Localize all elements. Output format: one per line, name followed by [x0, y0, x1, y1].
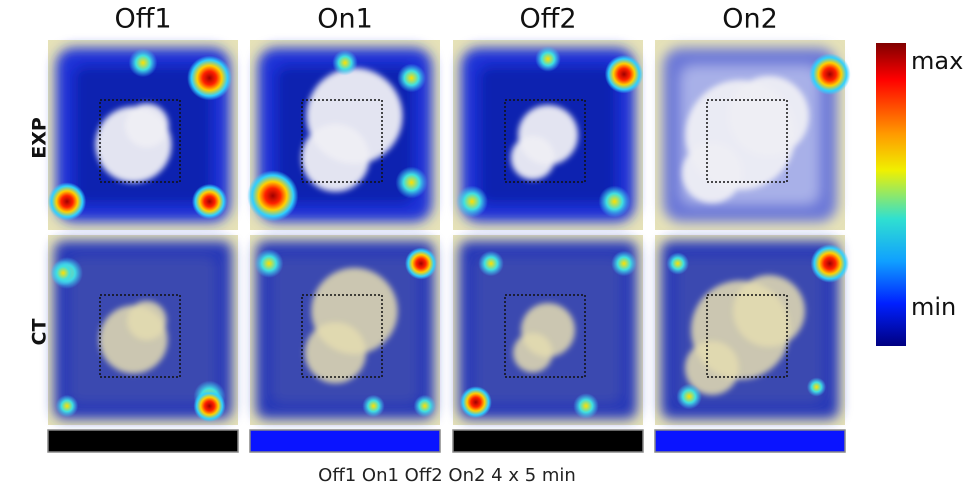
hot-spot	[413, 394, 436, 418]
unvisited-layer	[682, 76, 809, 203]
unvisited-area	[685, 341, 739, 395]
hot-spot	[187, 55, 232, 101]
column-title: On1	[317, 4, 373, 35]
heatmap-panel	[250, 235, 440, 425]
hot-spot	[573, 393, 599, 419]
hot-spot	[604, 54, 644, 94]
unvisited-area	[733, 275, 805, 347]
unvisited-layer	[95, 103, 172, 183]
heatmap-panel	[655, 40, 851, 230]
row-label: CT	[29, 319, 51, 346]
center-zone	[706, 294, 788, 378]
center-zone	[301, 99, 383, 183]
hot-spot	[810, 244, 849, 283]
hot-spot	[254, 249, 284, 278]
unvisited-layer	[685, 275, 805, 395]
hot-spot	[809, 53, 851, 95]
unvisited-layer	[513, 303, 575, 373]
hot-spot	[193, 390, 226, 422]
colorbar-min: min	[911, 293, 956, 321]
hot-spot	[676, 383, 702, 410]
heatmap-panel	[247, 40, 440, 230]
unvisited-layer	[99, 300, 168, 374]
unvisited-layer	[301, 68, 403, 192]
row-label: EXP	[29, 117, 51, 159]
unvisited-area	[729, 76, 809, 156]
center-zone	[99, 294, 181, 378]
heatmap-panel	[47, 40, 238, 230]
hot-spot	[666, 252, 689, 275]
hot-spot	[332, 50, 358, 76]
colorbar	[876, 43, 906, 346]
center-zone	[706, 99, 788, 183]
hot-spot	[47, 182, 87, 221]
hot-spot	[459, 386, 492, 419]
unvisited-area	[510, 135, 555, 180]
column-title: Off2	[519, 4, 576, 35]
unvisited-area	[127, 300, 167, 341]
column-title: On2	[722, 4, 778, 35]
unvisited-area	[304, 322, 367, 384]
condition-bar	[452, 429, 644, 453]
hot-spot	[535, 46, 561, 72]
hot-spot	[405, 247, 437, 280]
heatmap-panel	[453, 235, 643, 425]
hot-spot	[397, 63, 426, 93]
hot-spot	[395, 166, 428, 199]
heatmap-panel	[655, 235, 849, 425]
hot-spot	[806, 377, 827, 397]
center-zone	[301, 294, 383, 378]
center-zone	[99, 99, 181, 183]
hot-spot	[191, 183, 228, 220]
unvisited-area	[124, 103, 169, 148]
colorbar-max: max	[911, 47, 963, 75]
hot-spot	[247, 170, 299, 222]
hot-spot	[611, 250, 637, 277]
unvisited-area	[682, 143, 742, 203]
unvisited-layer	[304, 267, 398, 384]
hot-spot	[128, 48, 158, 78]
hot-spot	[478, 250, 504, 277]
hot-spot	[362, 394, 385, 418]
center-zone	[504, 99, 586, 183]
hot-spot	[55, 394, 79, 418]
heatmap-panels	[47, 40, 851, 425]
unvisited-area	[513, 333, 553, 373]
condition-bar	[654, 429, 846, 453]
hot-spot	[50, 260, 76, 286]
hot-spot	[598, 185, 631, 218]
heatmap-panel	[453, 40, 644, 230]
condition-bar	[47, 429, 239, 453]
condition-bar	[249, 429, 441, 453]
caption: Off1 On1 Off2 On2 4 x 5 min	[318, 465, 576, 486]
column-title: Off1	[114, 4, 171, 35]
center-zone	[504, 294, 586, 378]
hot-spot	[456, 185, 488, 218]
unvisited-layer	[510, 105, 578, 180]
heatmap-panel	[48, 235, 238, 425]
unvisited-area	[301, 123, 370, 192]
